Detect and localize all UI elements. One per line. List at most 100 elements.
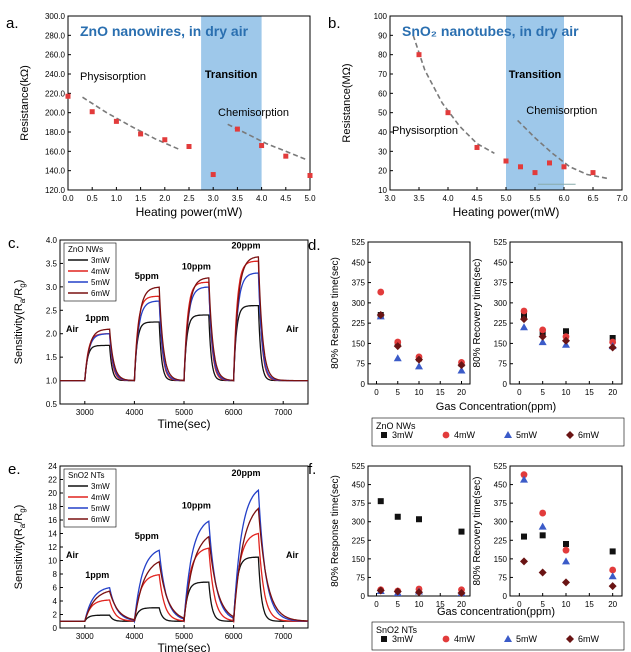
y-tick-label: 375 <box>494 499 508 508</box>
y-tick-label: 220.0 <box>45 89 66 98</box>
y-axis-label: 80% Response time(sec) <box>330 257 341 369</box>
series-line-6mW <box>60 507 308 622</box>
legend-label: 3mW <box>392 430 414 440</box>
plot-frame <box>367 465 471 597</box>
transition-band <box>506 16 564 190</box>
x-tick-label: 3000 <box>76 408 94 417</box>
data-point <box>234 126 240 132</box>
y-tick-label: 8 <box>53 570 58 579</box>
y-tick-label: 70 <box>378 70 387 79</box>
legend-title: SnO2 NTs <box>68 471 104 480</box>
fit-curve <box>412 35 495 154</box>
y-tick-label: 0 <box>503 380 508 389</box>
x-tick-label: 0 <box>517 388 522 397</box>
annotation-transition: Transition <box>205 69 258 81</box>
x-tick-label: 1.5 <box>135 194 147 203</box>
y-axis-label-part: ) <box>13 280 25 284</box>
data-point <box>442 635 450 643</box>
legend-title: SnO2 NTs <box>376 625 418 635</box>
transition-band <box>201 16 262 190</box>
panel-e: 3000 4000 5000 6000 700002468101214161820222… <box>8 461 309 652</box>
y-tick-label: 75 <box>498 360 507 369</box>
x-tick-label: 20 <box>608 388 617 397</box>
data-point <box>521 533 527 540</box>
y-tick-label: 20 <box>48 489 57 498</box>
legend-label: 5mW <box>516 430 538 440</box>
data-point <box>474 144 480 150</box>
data-point <box>590 170 596 176</box>
data-point <box>538 338 547 346</box>
data-point <box>307 173 313 178</box>
y-tick-label: 0.5 <box>46 400 58 409</box>
annotation-ppm: 5ppm <box>135 271 159 281</box>
panel-label: d. <box>308 237 321 254</box>
legend-label: 5mW <box>91 504 110 513</box>
y-tick-label: 120.0 <box>45 186 66 195</box>
y-axis-label: Sensitivity(Ra/Rg) <box>13 280 27 365</box>
x-tick-label: 3.0 <box>208 194 220 203</box>
legend-label: 4mW <box>91 493 110 502</box>
y-tick-label: 0 <box>361 592 366 601</box>
x-tick-label: 4000 <box>126 632 144 641</box>
y-tick-label: 240.0 <box>45 70 66 79</box>
x-tick-label: 1.0 <box>111 194 123 203</box>
y-tick-label: 2.5 <box>46 306 58 315</box>
data-point <box>538 522 547 530</box>
x-axis-label: Time(sec) <box>158 417 211 431</box>
legend-label: 3mW <box>392 634 414 644</box>
y-tick-label: 525 <box>494 238 508 247</box>
data-point <box>563 328 569 335</box>
panel-label: a. <box>6 15 19 32</box>
legend-label: 5mW <box>91 278 110 287</box>
data-point <box>394 513 401 520</box>
data-point <box>561 164 567 170</box>
x-tick-label: 0.0 <box>62 194 74 203</box>
x-tick-label: 5 <box>396 388 401 397</box>
y-tick-label: 225 <box>494 536 508 545</box>
fit-curve <box>517 119 608 180</box>
y-tick-label: 10 <box>48 557 57 566</box>
y-tick-label: 6 <box>53 584 58 593</box>
y-tick-label: 450 <box>352 258 366 267</box>
panel-b: 3.0 3.5 4.0 4.5 5.0 5.5 6.0 6.5 7.0 10 20 30 40 50 60 7… <box>328 12 628 219</box>
y-axis-label-part: a <box>18 298 27 303</box>
data-point <box>89 109 95 115</box>
y-axis-label: Resistance(kΩ) <box>19 65 31 140</box>
y-tick-label: 20 <box>378 167 387 176</box>
y-tick-label: 24 <box>48 462 57 471</box>
panel-c: 3000 4000 5000 6000 7000 0.5 1.0 1.5 2.0 2.5 3.0 3.… <box>8 235 309 431</box>
y-axis-label: Sensitivity(Ra/Rg) <box>13 505 27 590</box>
legend-title: ZnO NWs <box>376 421 416 431</box>
x-tick-label: 0 <box>374 600 379 609</box>
data-point <box>381 432 387 438</box>
legend-label: 5mW <box>516 634 538 644</box>
data-point <box>416 516 422 523</box>
y-tick-label: 375 <box>352 279 366 288</box>
x-tick-label: 3.0 <box>384 194 396 203</box>
y-tick-label: 140.0 <box>45 167 66 176</box>
y-tick-label: 225 <box>352 319 366 328</box>
y-tick-label: 280.0 <box>45 31 66 40</box>
data-point <box>442 431 450 439</box>
y-tick-label: 18 <box>48 503 57 512</box>
y-tick-label: 0 <box>53 624 58 633</box>
annotation-ppm: 20ppm <box>231 468 260 478</box>
panel-a: 0.0 0.5 1.0 1.5 2.0 2.5 3.0 3.5 4.0 4.5 5.0 120.0 14… <box>6 12 316 219</box>
legend-box <box>63 242 117 302</box>
plot-frame <box>509 465 623 597</box>
y-tick-label: 0 <box>361 380 366 389</box>
chart-title: SnO₂ nanotubes, in dry air <box>402 23 579 39</box>
y-tick-label: 3.0 <box>46 283 58 292</box>
x-tick-label: 10 <box>562 600 571 609</box>
legend-label: 6mW <box>578 634 600 644</box>
data-point <box>415 362 423 370</box>
y-tick-label: 450 <box>352 481 366 490</box>
legend-box <box>63 468 117 528</box>
panel-label: e. <box>8 461 21 478</box>
x-tick-label: 5.5 <box>529 194 541 203</box>
y-tick-label: 22 <box>48 476 57 485</box>
